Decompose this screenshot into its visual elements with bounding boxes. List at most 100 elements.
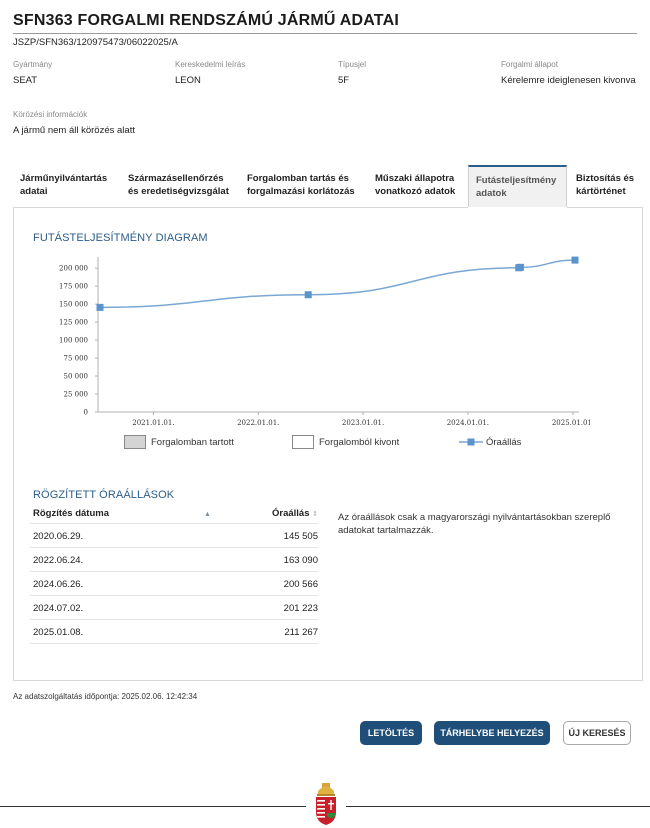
tab-origin-line2: és eredetiségvizsgálat [128,186,229,197]
row-date: 2022.06.24. [33,555,84,566]
legend-withdrawn-label: Forgalomból kivont [319,437,400,448]
table-row: 2025.01.08. 211 267 [30,619,318,643]
new-search-button[interactable]: ÚJ KERESÉS [563,721,631,745]
footer-line-left [0,806,306,807]
title-divider [13,33,637,34]
footer-line-right [346,806,650,807]
table-row: 2024.06.26. 200 566 [30,571,318,595]
legend-in-service-label: Forgalomban tartott [151,437,234,448]
x-tick-label: 2021.01.01. [132,419,174,427]
y-tick-label: 0 [84,409,88,417]
tab-panel-line-left [13,207,468,208]
tab-origin[interactable]: Származásellenőrzés és eredetiségvizsgál… [121,165,239,207]
tab-insurance[interactable]: Biztosítás és kártörténet [569,165,643,207]
manufacturer-value: SEAT [13,75,38,86]
readings-section-title: RÖGZÍTETT ÓRAÁLLÁSOK [33,489,175,501]
tab-registry-line2: adatai [20,186,48,197]
tab-bar: Járműnyilvántartás adatai Származásellen… [13,165,643,207]
col-km-header[interactable]: Óraállás ⇕ [272,508,318,519]
row-date: 2024.06.26. [33,579,84,590]
row-km: 201 223 [283,603,318,614]
tab-panel [13,207,643,681]
legend-odometer-swatch [459,438,483,446]
wanted-info: Körözési információk A jármű nem áll kör… [13,110,135,136]
tab-mileage-line2: adatok [476,188,507,199]
wanted-value: A jármű nem áll körözés alatt [13,125,135,136]
legend-withdrawn-swatch [292,435,314,449]
row-date: 2024.07.02. [33,603,84,614]
col-date-header[interactable]: Rögzítés dátuma [33,508,109,519]
table-row: 2020.06.29. 145 505 [30,523,318,547]
y-tick-label: 150 000 [59,301,88,309]
chart-section-title: FUTÁSTELJESÍTMÉNY DIAGRAM [33,232,208,244]
tab-mileage[interactable]: Futásteljesítmény adatok [468,165,567,207]
tab-circulation-line1: Forgalomban tartás és [247,173,349,184]
legend-odometer-label: Óraállás [486,437,522,448]
type-value: 5F [338,75,350,86]
tab-registry-line1: Járműnyilvántartás [20,173,108,184]
odometer-data-point [304,291,312,299]
odometer-data-point [571,256,579,264]
manufacturer-label: Gyártmány [13,60,53,69]
sort-icon: ⇕ [312,511,318,518]
download-button[interactable]: LETÖLTÉS [360,721,422,745]
y-tick-label: 75 000 [64,355,89,363]
table-row: 2022.06.24. 163 090 [30,547,318,571]
tab-circulation-line2: forgalmazási korlátozás [247,186,355,197]
status-field: Forgalmi állapot Kérelemre ideiglenesen … [501,60,636,86]
row-km: 163 090 [283,555,318,566]
y-tick-label: 50 000 [64,373,89,381]
legend-in-service-swatch [124,435,146,449]
y-tick-label: 175 000 [59,283,88,291]
row-date: 2025.01.08. [33,627,84,638]
vehicle-info: Gyártmány SEAT Kereskedelmi leírás LEON … [13,60,643,90]
row-km: 200 566 [283,579,318,590]
tab-technical-line1: Műszaki állapotra [375,173,455,184]
status-label: Forgalmi állapot [501,60,558,69]
reference-id: JSZP/SFN363/120975473/06022025/A [13,37,178,48]
y-tick-label: 25 000 [64,391,89,399]
x-tick-label: 2022.01.01. [237,419,279,427]
page-title: SFN363 FORGALMI RENDSZÁMÚ JÁRMŰ ADATAI [13,12,399,29]
x-tick-label: 2023.01.01. [342,419,384,427]
table-bottom-border [30,643,318,644]
row-km: 211 267 [284,627,318,638]
tab-insurance-line2: kártörténet [576,186,626,197]
data-timestamp: Az adatszolgáltatás időpontja: 2025.02.0… [13,692,198,701]
col-km-header-label: Óraállás [271,508,310,519]
row-date: 2020.06.29. [33,531,84,542]
odometer-data-point [516,263,524,271]
tab-circulation[interactable]: Forgalomban tartás és forgalmazási korlá… [240,165,366,207]
y-tick-label: 100 000 [59,337,88,345]
tab-technical[interactable]: Műszaki állapotra vonatkozó adatok [368,165,468,207]
tab-registry[interactable]: Járműnyilvántartás adatai [13,165,119,207]
y-tick-label: 200 000 [59,265,88,273]
tab-panel-line-right [567,207,643,208]
y-tick-label: 125 000 [59,319,88,327]
x-tick-label: 2025.01.01. [552,419,590,427]
type-field: Típusjel 5F [338,60,366,86]
type-label: Típusjel [338,60,367,69]
status-value: Kérelemre ideiglenesen kivonva [501,75,636,86]
tab-mileage-line1: Futásteljesítmény [476,175,557,186]
coat-of-arms-icon [316,783,336,825]
odometer-series-line [99,259,576,309]
tab-technical-line2: vonatkozó adatok [375,186,456,197]
table-row: 2024.07.02. 201 223 [30,595,318,619]
chart-legend: Forgalomban tartott Forgalomból kivont Ó… [0,435,650,451]
tab-origin-line1: Származásellenőrzés [128,173,224,184]
col-date-header-label: Rögzítés dátuma [33,508,110,519]
model-label: Kereskedelmi leírás [175,60,246,69]
x-tick-label: 2024.01.01. [447,419,489,427]
model-value: LEON [175,75,201,86]
tab-insurance-line1: Biztosítás és [576,173,635,184]
model-field: Kereskedelmi leírás LEON [175,60,245,86]
readings-note: Az óraállások csak a magyarországi nyilv… [338,512,611,536]
mileage-chart-svg: 0 25 000 50 000 75 000 100 000 125 000 150 000… [59,256,590,427]
row-km: 145 505 [283,531,318,542]
manufacturer-field: Gyártmány SEAT [13,60,52,86]
odometer-data-point [96,303,104,311]
mileage-chart: 0 25 000 50 000 75 000 100 000 125 000 150 000… [30,255,590,430]
sort-asc-icon[interactable]: ▲ [204,511,211,518]
store-button[interactable]: TÁRHELYBE HELYEZÉS [434,721,550,745]
